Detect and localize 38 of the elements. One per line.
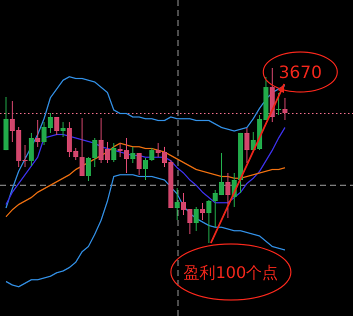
candlestick xyxy=(162,146,167,168)
text: 盈利100个点 xyxy=(184,262,278,282)
candlestick xyxy=(156,142,161,158)
candlestick xyxy=(35,119,40,148)
candlestick xyxy=(80,118,85,176)
candlestick xyxy=(244,128,250,164)
candlestick xyxy=(111,142,116,162)
candlestick xyxy=(187,208,192,235)
candlestick xyxy=(98,118,104,164)
candlestick xyxy=(212,189,218,228)
candlestick xyxy=(73,147,78,161)
candlestick xyxy=(206,199,212,244)
candlestick xyxy=(282,97,288,120)
candlestick xyxy=(60,122,66,138)
candlestick xyxy=(54,116,60,136)
annotation: 3670 xyxy=(278,63,322,84)
candlestick xyxy=(42,122,47,146)
candlestick xyxy=(149,147,154,162)
candlestick xyxy=(174,188,180,221)
candlestick xyxy=(219,152,224,196)
candlestick xyxy=(28,132,34,166)
candlestick xyxy=(86,156,91,182)
candlestick xyxy=(92,138,98,168)
candlestick xyxy=(136,152,142,176)
candlestick xyxy=(118,142,123,158)
candlestick xyxy=(225,172,230,218)
candlestick xyxy=(130,146,136,164)
candlestick xyxy=(181,192,186,216)
candlestick xyxy=(194,206,199,232)
candlestick xyxy=(48,112,53,134)
candlestick xyxy=(142,157,148,180)
candlestick xyxy=(22,144,28,168)
candlestick xyxy=(10,100,15,143)
candlestick xyxy=(66,122,72,158)
candlestick xyxy=(276,92,282,116)
candlestick xyxy=(104,142,110,164)
candlestick xyxy=(200,202,206,221)
candlestick xyxy=(124,138,129,174)
